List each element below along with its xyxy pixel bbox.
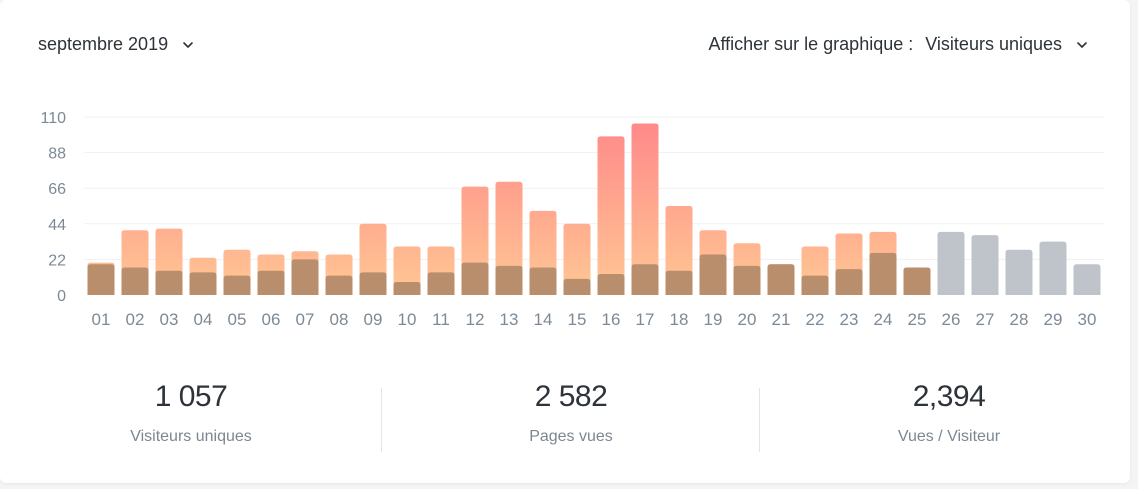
bar-total[interactable]: [597, 136, 625, 295]
y-tick-label: 88: [48, 146, 66, 163]
x-tick-label: 28: [1010, 310, 1029, 329]
y-axis: 0 22 44 66 88 110: [40, 110, 66, 305]
bar-unique[interactable]: [665, 270, 693, 295]
x-tick-label: 07: [296, 310, 315, 329]
bar-unique[interactable]: [257, 270, 285, 295]
bar-unique[interactable]: [767, 264, 795, 295]
bar-total[interactable]: [971, 235, 999, 295]
x-tick-label: 21: [772, 310, 791, 329]
stat-divider: [381, 388, 382, 452]
x-tick-label: 03: [160, 310, 179, 329]
period-dropdown[interactable]: septembre 2019: [38, 34, 194, 55]
y-tick-label: 0: [57, 288, 66, 305]
bar-unique[interactable]: [461, 262, 489, 295]
bar-unique[interactable]: [359, 272, 387, 295]
bar-total[interactable]: [631, 123, 659, 296]
bar-unique[interactable]: [291, 259, 319, 295]
bar-unique[interactable]: [529, 267, 557, 295]
x-tick-label: 13: [500, 310, 519, 329]
x-tick-label: 27: [976, 310, 995, 329]
metric-label: Afficher sur le graphique :: [708, 34, 914, 54]
stat-label: Vues / Visiteur: [897, 428, 1001, 445]
bar-unique[interactable]: [495, 265, 523, 295]
stat-value: 2 582: [534, 380, 608, 413]
bar-unique[interactable]: [597, 273, 625, 295]
bar-unique[interactable]: [155, 270, 183, 295]
bar-unique[interactable]: [121, 267, 149, 295]
bar-unique[interactable]: [563, 278, 591, 295]
x-tick-label: 02: [126, 310, 145, 329]
bar-unique[interactable]: [325, 275, 353, 295]
bars: [87, 123, 1101, 296]
bar-unique[interactable]: [699, 254, 727, 295]
x-tick-label: 15: [568, 310, 587, 329]
bar-unique[interactable]: [223, 275, 251, 295]
x-tick-label: 09: [364, 310, 383, 329]
y-tick-label: 44: [48, 217, 66, 234]
chart-grid: [84, 116, 1104, 260]
bar-unique[interactable]: [903, 267, 931, 295]
x-tick-label: 14: [534, 310, 553, 329]
stat-value: 2,394: [912, 380, 986, 413]
x-tick-label: 23: [840, 310, 859, 329]
x-tick-label: 20: [738, 310, 757, 329]
stat-value: 1 057: [154, 380, 228, 413]
bar-total[interactable]: [1005, 249, 1033, 295]
bar-unique[interactable]: [733, 265, 761, 295]
x-tick-label: 16: [602, 310, 621, 329]
metric-dropdown[interactable]: Visiteurs uniques: [925, 34, 1088, 55]
x-tick-label: 24: [874, 310, 893, 329]
x-tick-label: 12: [466, 310, 485, 329]
x-tick-label: 25: [908, 310, 927, 329]
x-tick-label: 26: [942, 310, 961, 329]
bar-unique[interactable]: [87, 264, 115, 295]
visitors-bar-chart: 0 22 44 66 88 110 01 02 03 04 05 06 07 08 09 10 11 12 13 1…: [40, 110, 1104, 329]
bar-unique[interactable]: [835, 269, 863, 295]
x-tick-label: 11: [432, 310, 450, 329]
bar-unique[interactable]: [189, 272, 217, 295]
stat-unique-visitors: 1 057 Visiteurs uniques: [2, 380, 380, 446]
chevron-down-icon: [183, 41, 193, 48]
x-tick-label: 08: [330, 310, 349, 329]
x-tick-label: 29: [1044, 310, 1063, 329]
bar-unique[interactable]: [393, 282, 421, 295]
x-tick-label: 17: [636, 310, 655, 329]
x-tick-label: 01: [92, 310, 111, 329]
bar-unique[interactable]: [427, 272, 455, 295]
bar-unique[interactable]: [869, 252, 897, 295]
x-tick-label: 30: [1078, 310, 1097, 329]
stat-page-views: 2 582 Pages vues: [382, 380, 760, 446]
x-tick-label: 10: [398, 310, 417, 329]
x-axis: 01 02 03 04 05 06 07 08 09 10 11 12 13 14 15 16 17 18 19 20…: [92, 310, 1097, 329]
bar-total[interactable]: [563, 223, 591, 295]
period-label: septembre 2019: [38, 34, 169, 54]
stat-divider: [759, 388, 760, 452]
x-tick-label: 05: [228, 310, 247, 329]
bar-total[interactable]: [1039, 241, 1067, 295]
x-tick-label: 22: [806, 310, 825, 329]
x-tick-label: 04: [194, 310, 213, 329]
bar-unique[interactable]: [937, 265, 965, 295]
metric-selector: Afficher sur le graphique : Visiteurs un…: [708, 34, 1088, 55]
x-tick-label: 18: [670, 310, 689, 329]
bar-unique[interactable]: [801, 275, 829, 295]
stat-label: Visiteurs uniques: [130, 428, 252, 445]
y-tick-label: 22: [48, 252, 66, 269]
y-tick-label: 66: [48, 181, 66, 198]
x-tick-label: 19: [704, 310, 723, 329]
bar-total[interactable]: [1073, 264, 1101, 295]
summary-stats: 1 057 Visiteurs uniques 2 582 Pages vues…: [0, 380, 1138, 460]
metric-value: Visiteurs uniques: [925, 34, 1062, 54]
stat-views-per-visitor: 2,394 Vues / Visiteur: [760, 380, 1138, 446]
chevron-down-icon: [1077, 41, 1087, 48]
y-tick-label: 110: [40, 110, 66, 127]
x-tick-label: 06: [262, 310, 281, 329]
stat-label: Pages vues: [529, 428, 613, 445]
bar-unique[interactable]: [631, 264, 659, 295]
